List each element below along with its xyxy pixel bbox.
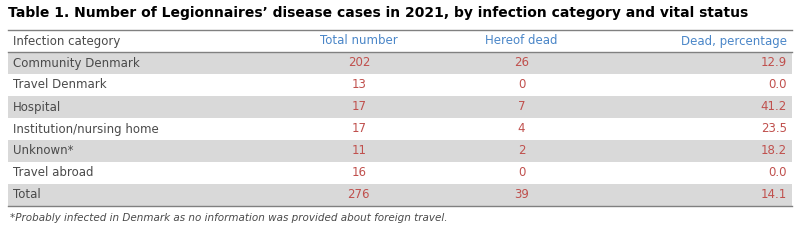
Text: 0.0: 0.0 — [769, 167, 787, 180]
Bar — [8, 96, 792, 118]
Text: 39: 39 — [514, 189, 529, 202]
Text: Unknown*: Unknown* — [13, 144, 74, 157]
Text: 18.2: 18.2 — [761, 144, 787, 157]
Bar — [8, 118, 792, 140]
Text: 4: 4 — [518, 122, 526, 135]
Text: Travel abroad: Travel abroad — [13, 167, 94, 180]
Bar — [8, 162, 792, 184]
Text: 0: 0 — [518, 79, 526, 92]
Text: 0: 0 — [518, 167, 526, 180]
Text: 276: 276 — [347, 189, 370, 202]
Text: 11: 11 — [351, 144, 366, 157]
Text: 0.0: 0.0 — [769, 79, 787, 92]
Text: Infection category: Infection category — [13, 34, 120, 47]
Text: 13: 13 — [351, 79, 366, 92]
Text: Total: Total — [13, 189, 41, 202]
Text: 41.2: 41.2 — [761, 101, 787, 114]
Text: Table 1. Number of Legionnaires’ disease cases in 2021, by infection category an: Table 1. Number of Legionnaires’ disease… — [8, 6, 748, 20]
Text: 2: 2 — [518, 144, 526, 157]
Text: 26: 26 — [514, 56, 529, 69]
Bar — [8, 140, 792, 162]
Text: 7: 7 — [518, 101, 526, 114]
Text: Travel Denmark: Travel Denmark — [13, 79, 106, 92]
Text: 17: 17 — [351, 122, 366, 135]
Text: 202: 202 — [348, 56, 370, 69]
Text: Hereof dead: Hereof dead — [486, 34, 558, 47]
Bar — [8, 52, 792, 74]
Text: Total number: Total number — [320, 34, 398, 47]
Text: 14.1: 14.1 — [761, 189, 787, 202]
Text: Institution/nursing home: Institution/nursing home — [13, 122, 158, 135]
Text: 23.5: 23.5 — [761, 122, 787, 135]
Bar — [8, 184, 792, 206]
Bar — [8, 30, 792, 52]
Text: *Probably infected in Denmark as no information was provided about foreign trave: *Probably infected in Denmark as no info… — [10, 213, 447, 223]
Text: Hospital: Hospital — [13, 101, 62, 114]
Bar — [8, 74, 792, 96]
Text: Dead, percentage: Dead, percentage — [681, 34, 787, 47]
Text: 16: 16 — [351, 167, 366, 180]
Text: 17: 17 — [351, 101, 366, 114]
Text: 12.9: 12.9 — [761, 56, 787, 69]
Text: Community Denmark: Community Denmark — [13, 56, 140, 69]
